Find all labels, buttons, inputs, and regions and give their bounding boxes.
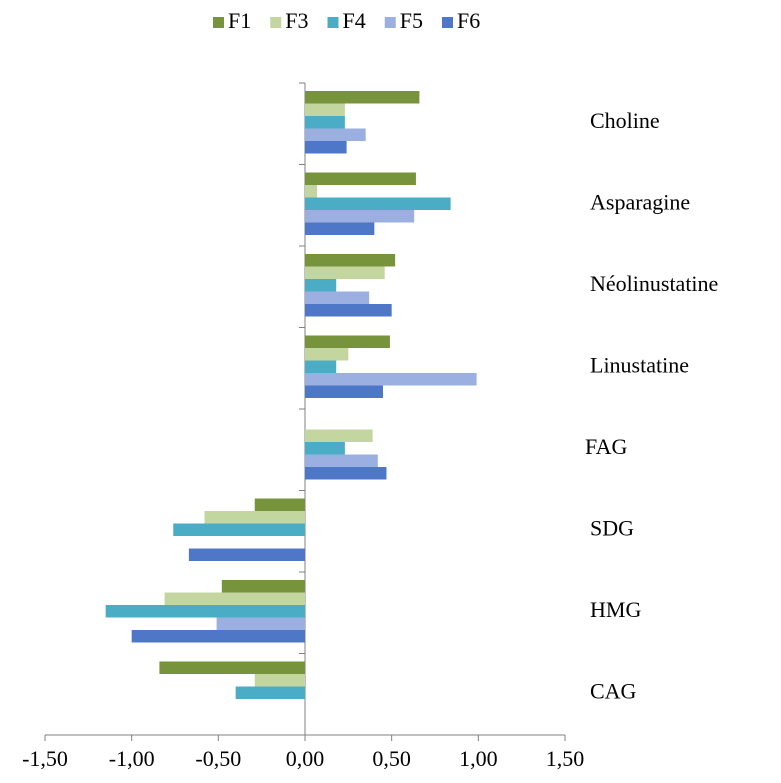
bar <box>159 661 305 674</box>
bar <box>305 335 390 348</box>
legend-swatch <box>270 17 282 28</box>
bar <box>305 141 347 154</box>
bar <box>221 580 305 593</box>
bar <box>131 630 305 643</box>
category-label: Asparagine <box>590 189 690 214</box>
bar <box>305 279 337 292</box>
legend-swatch <box>384 17 396 28</box>
legend-swatch <box>442 17 453 28</box>
legend-label: F6 <box>457 8 480 33</box>
x-tick-label: -1,50 <box>22 746 68 771</box>
legend-label: F4 <box>343 8 366 33</box>
legend-label: F5 <box>400 8 423 33</box>
bar <box>305 197 451 210</box>
bar <box>305 116 345 129</box>
legend-swatch <box>213 17 224 28</box>
bar <box>173 523 305 536</box>
bar <box>204 511 305 524</box>
bar <box>305 360 337 373</box>
bar <box>235 686 305 699</box>
bar <box>305 442 345 455</box>
bar <box>305 266 385 279</box>
bar <box>305 103 345 116</box>
bar <box>305 304 392 317</box>
bar <box>305 348 349 361</box>
x-tick-label: 1,50 <box>546 746 585 771</box>
bar <box>305 222 375 235</box>
legend-swatch <box>327 17 339 28</box>
bar <box>164 592 305 605</box>
bar <box>305 91 420 104</box>
bar <box>305 128 366 141</box>
category-label: Linustatine <box>590 352 689 377</box>
bar <box>105 605 306 618</box>
legend-label: F3 <box>285 8 308 33</box>
category-label: FAG <box>585 434 627 459</box>
bar <box>305 467 387 480</box>
category-label: HMG <box>590 597 641 622</box>
category-label: SDG <box>590 515 634 540</box>
bar <box>305 291 370 304</box>
bar <box>188 548 305 561</box>
x-tick-label: -1,00 <box>109 746 155 771</box>
x-tick-label: 0,00 <box>286 746 325 771</box>
bar <box>305 429 373 442</box>
category-label: Néolinustatine <box>590 271 718 296</box>
category-label: CAG <box>590 678 637 703</box>
category-label: Choline <box>590 108 660 133</box>
bar <box>305 454 378 467</box>
bar <box>254 674 305 687</box>
x-tick-label: 1,00 <box>459 746 498 771</box>
x-tick-label: 0,50 <box>372 746 411 771</box>
bar <box>254 498 305 511</box>
bar <box>216 617 305 630</box>
bar <box>305 185 318 198</box>
legend-label: F1 <box>228 8 251 33</box>
bar <box>305 210 415 223</box>
x-tick-label: -0,50 <box>195 746 241 771</box>
bar <box>305 385 383 398</box>
bar <box>305 254 396 267</box>
bar <box>305 373 477 386</box>
bar <box>305 172 416 185</box>
